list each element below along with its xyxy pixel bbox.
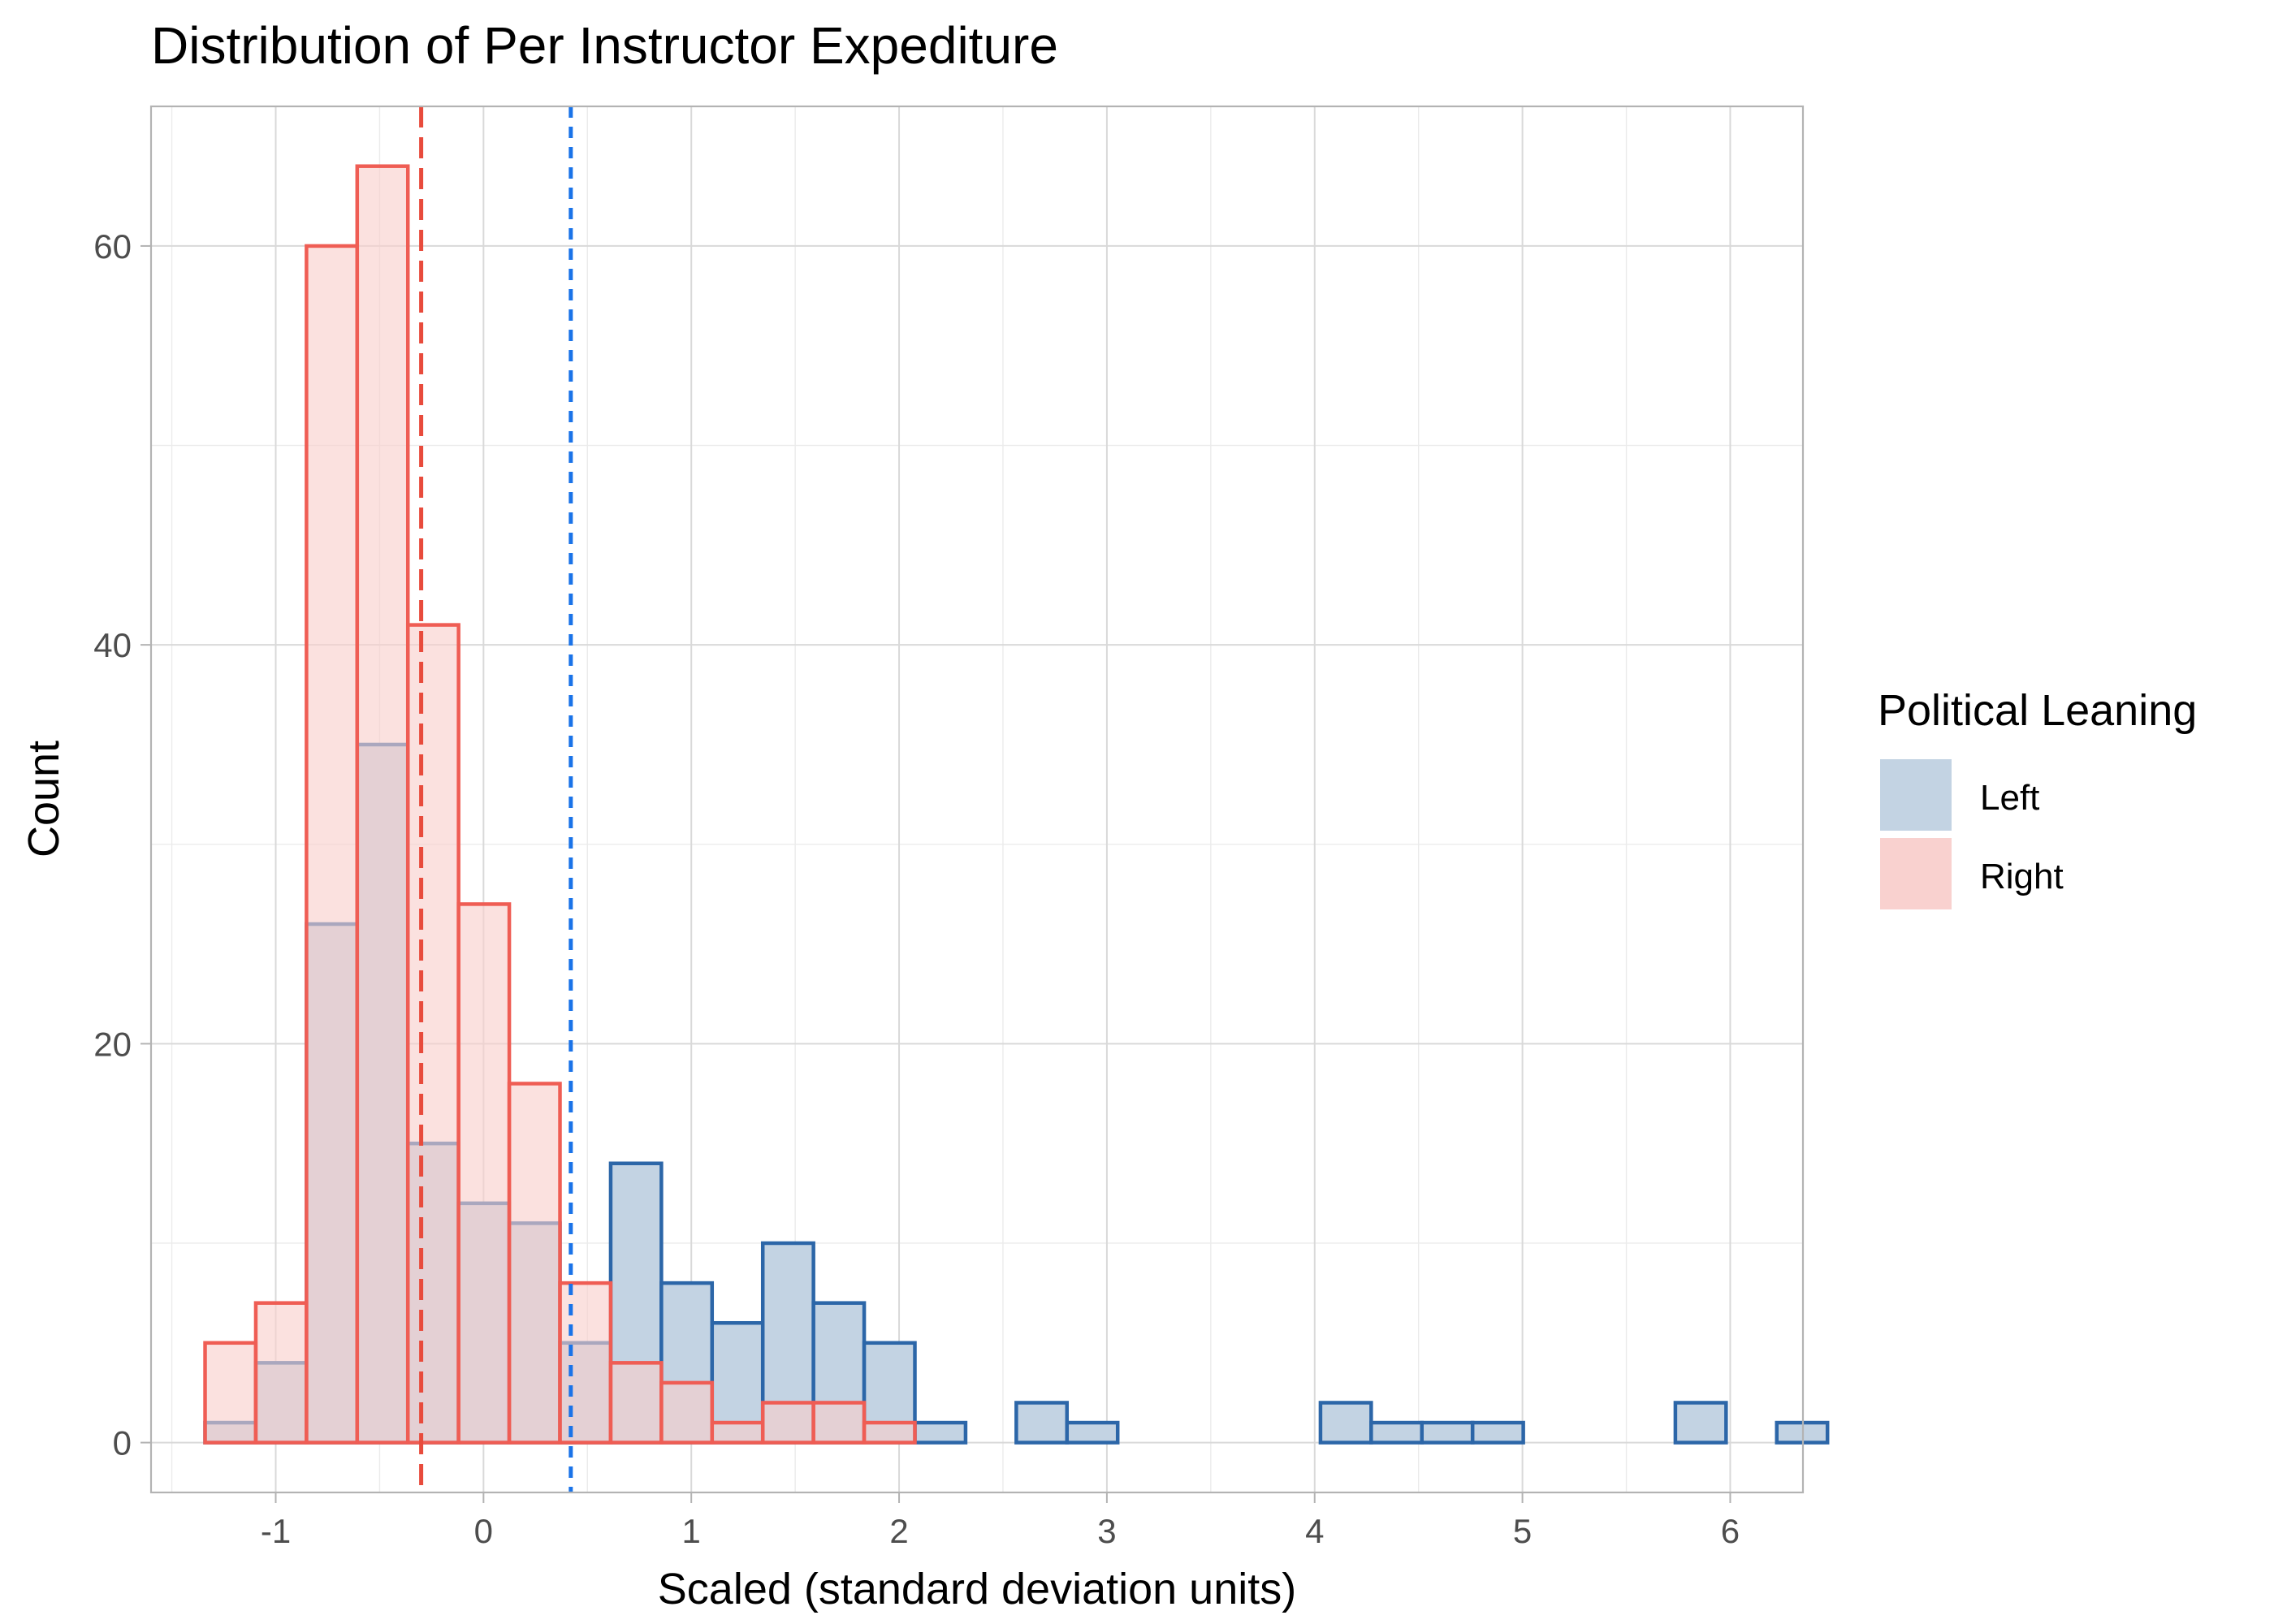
bar-right — [456, 902, 512, 1445]
bar-left — [1318, 1401, 1373, 1445]
bar-right — [608, 1361, 664, 1445]
y-tick-label: 0 — [113, 1424, 132, 1462]
bar-left — [1470, 1420, 1525, 1445]
legend-label-left: Left — [1980, 778, 2039, 818]
bar-right — [862, 1420, 917, 1445]
x-tick-label: -1 — [261, 1512, 291, 1550]
bar-left — [1014, 1401, 1070, 1445]
bar-right — [405, 623, 460, 1445]
x-tick-label: 6 — [1721, 1512, 1740, 1550]
bar-left — [1065, 1420, 1120, 1445]
bar-right — [659, 1380, 715, 1445]
x-axis-title: Scaled (standard deviation units) — [658, 1565, 1296, 1613]
bar-left — [913, 1420, 968, 1445]
bar-right — [203, 1341, 258, 1445]
x-tick-label: 3 — [1097, 1512, 1116, 1550]
bar-left — [1369, 1420, 1424, 1445]
legend-key-left — [1880, 759, 1952, 831]
y-axis-title: Count — [19, 741, 68, 857]
chart-title: Distribution of Per Instructor Expeditur… — [151, 16, 1058, 75]
bar-right — [811, 1401, 867, 1445]
x-tick-label: 4 — [1305, 1512, 1324, 1550]
bar-left — [1673, 1401, 1728, 1445]
series-right — [203, 164, 917, 1445]
x-tick-label: 5 — [1513, 1512, 1532, 1550]
bar-right — [253, 1301, 309, 1445]
bar-left — [1420, 1420, 1475, 1445]
bar-right — [507, 1082, 562, 1445]
panel-border — [149, 105, 1805, 1494]
legend-title: Political Leaning — [1878, 686, 2197, 735]
histogram-bars — [203, 164, 1830, 1445]
y-tick-label: 60 — [93, 227, 132, 266]
bar-right — [558, 1281, 613, 1445]
bar-right — [355, 164, 410, 1445]
bar-right — [710, 1420, 765, 1445]
mean-lines — [419, 106, 573, 1492]
x-tick-label: 2 — [889, 1512, 908, 1550]
x-tick-label: 0 — [474, 1512, 493, 1550]
bar-right — [760, 1401, 815, 1445]
y-tick-label: 40 — [93, 626, 132, 664]
legend: Political Leaning Left Right — [1878, 686, 2197, 909]
y-tick-label: 20 — [93, 1025, 132, 1063]
bar-right — [305, 244, 360, 1445]
legend-key-right — [1880, 838, 1952, 909]
legend-label-right: Right — [1980, 857, 2064, 896]
x-tick-label: 1 — [682, 1512, 701, 1550]
